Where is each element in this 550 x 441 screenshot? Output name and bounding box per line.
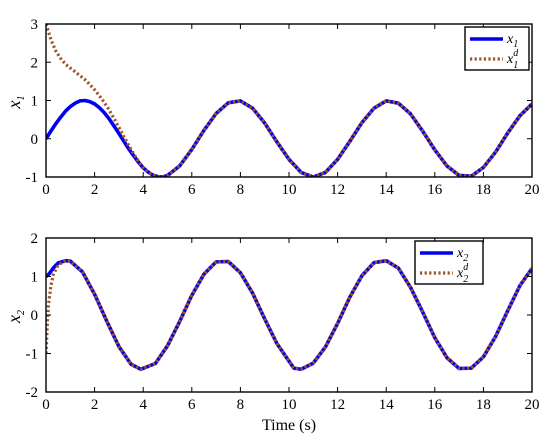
y-tick-label: 0	[31, 308, 39, 324]
x-tick-label: 0	[42, 182, 50, 198]
x-tick-label: 10	[282, 397, 297, 413]
y-tick-label: -2	[26, 385, 39, 401]
x-tick-label: 18	[476, 182, 491, 198]
y-axis-label: x2	[4, 310, 27, 324]
y-tick-label: 2	[31, 55, 39, 71]
legend-entry-label: xd 2	[456, 262, 469, 285]
x-tick-label: 4	[139, 397, 147, 413]
x-tick-label: 10	[282, 182, 297, 198]
legend-entry-label: x1	[506, 32, 518, 50]
series-line-x1	[46, 98, 532, 177]
y-tick-label: -1	[26, 347, 39, 363]
x-tick-label: 14	[379, 397, 395, 413]
y-tick-label: 1	[31, 94, 39, 110]
y-tick-label: -1	[26, 170, 39, 186]
y-tick-label: 3	[31, 17, 39, 33]
x-tick-label: 0	[42, 397, 50, 413]
x-tick-label: 20	[525, 182, 540, 198]
x-tick-label: 18	[476, 397, 491, 413]
x-tick-label: 2	[91, 182, 99, 198]
x-tick-label: 4	[139, 182, 147, 198]
x-tick-label: 8	[237, 182, 245, 198]
series-line-x2d	[46, 259, 532, 371]
x-tick-label: 2	[91, 397, 99, 413]
x-tick-label: 16	[427, 397, 443, 413]
x-tick-label: 12	[330, 397, 345, 413]
legend-entry-label: xd 1	[506, 48, 519, 71]
y-tick-label: 0	[31, 132, 39, 148]
legend-box	[464, 26, 530, 71]
x-tick-label: 8	[237, 397, 245, 413]
y-tick-label: 2	[31, 231, 39, 247]
y-axis-label: x1	[4, 96, 27, 110]
legend-box	[414, 240, 484, 285]
x-tick-label: 20	[525, 397, 540, 413]
series-line-x1d	[46, 24, 532, 177]
x-tick-label: 16	[427, 182, 443, 198]
x-tick-label: 12	[330, 182, 345, 198]
axes-box	[45, 23, 533, 178]
x-tick-label: 6	[188, 182, 196, 198]
x-tick-label: 14	[379, 182, 395, 198]
x-tick-label: 6	[188, 397, 196, 413]
y-tick-label: 1	[31, 270, 39, 286]
legend-entry-label: x2	[456, 246, 468, 264]
x-axis-label: Time (s)	[262, 417, 316, 434]
